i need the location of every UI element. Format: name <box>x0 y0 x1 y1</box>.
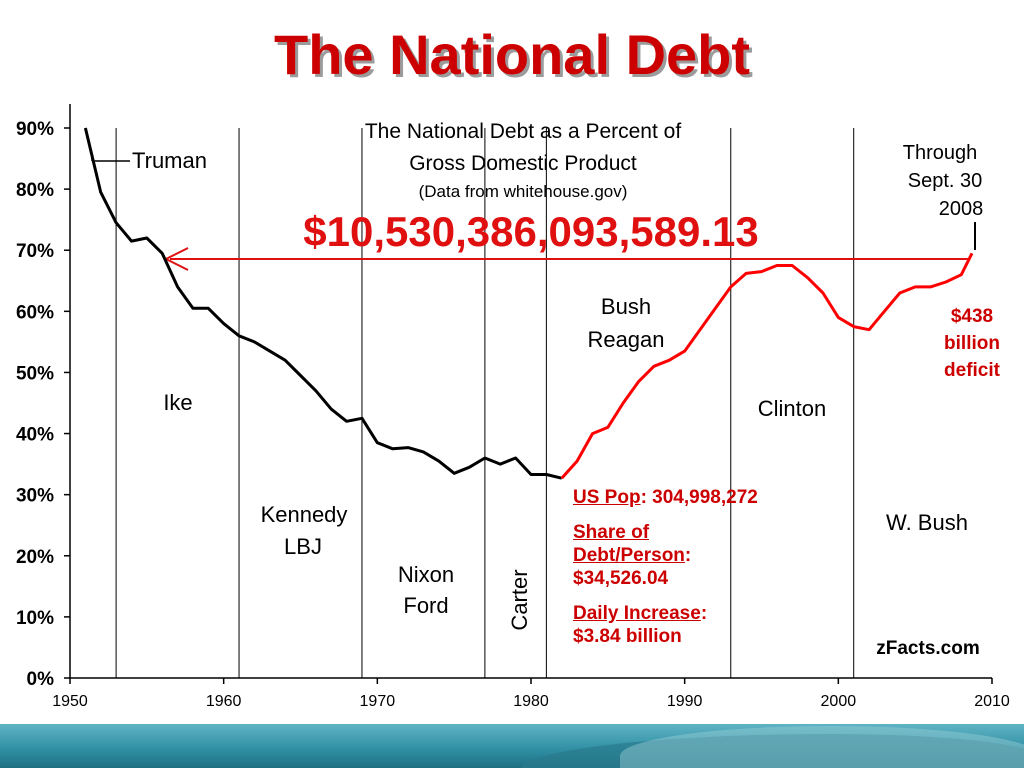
x-tick-labels: 1950 1960 1970 1980 1990 2000 2010 <box>52 678 1010 710</box>
president-label-lbj: LBJ <box>284 534 322 559</box>
through-label-1: Through <box>903 142 978 164</box>
x-tick-label: 1960 <box>206 693 242 710</box>
president-label-reagan: Reagan <box>587 327 664 352</box>
share-label-2: Debt/Person <box>573 545 685 566</box>
x-tick-label: 1990 <box>667 693 703 710</box>
debt-info-box: US Pop: 304,998,272 Share of Debt/Person… <box>573 486 863 660</box>
through-label-3: 2008 <box>939 198 984 220</box>
daily-label: Daily Increase <box>573 603 701 624</box>
x-tick-label: 1980 <box>513 693 549 710</box>
y-tick-label: 50% <box>16 363 54 384</box>
y-tick-label: 30% <box>16 486 54 507</box>
president-label-truman: Truman <box>132 148 207 173</box>
president-label-kennedy: Kennedy <box>261 502 348 527</box>
y-tick-label: 10% <box>16 608 54 629</box>
series-layer <box>83 127 974 480</box>
footer-wave-highlight <box>620 726 1024 768</box>
slide-title: The National Debt <box>273 23 751 86</box>
x-tick-label: 2010 <box>974 693 1010 710</box>
chart-frame: 0% 10% 20% 30% 40% 50% 60% 70% 80% 90% 1950 1960 19… <box>0 104 1020 724</box>
daily-value: $3.84 billion <box>573 626 682 647</box>
share-label-1: Share of <box>573 522 650 543</box>
headline-debt-figure: $10,530,386,093,589.13 <box>303 208 758 255</box>
y-tick-label: 0% <box>27 669 55 690</box>
y-tick-label: 70% <box>16 241 54 262</box>
y-tick-label: 60% <box>16 302 54 323</box>
president-label-clinton: Clinton <box>758 396 826 421</box>
chart-subtitle: (Data from whitehouse.gov) <box>419 182 628 201</box>
deficit-label-2: billion <box>944 333 1000 354</box>
president-label-ike: Ike <box>163 390 192 415</box>
chart-title-line1: The National Debt as a Percent of <box>365 120 682 143</box>
source-label: zFacts.com <box>876 638 979 659</box>
pop-label: US Pop <box>573 487 641 508</box>
pop-row: US Pop: 304,998,272 <box>573 486 863 509</box>
y-tick-label: 90% <box>16 119 54 140</box>
series-line-1 <box>560 252 974 480</box>
y-tick-labels: 0% 10% 20% 30% 40% 50% 60% 70% 80% 90% <box>16 119 70 690</box>
through-label-2: Sept. 30 <box>908 170 983 192</box>
footer-band <box>0 724 1024 768</box>
y-tick-label: 20% <box>16 547 54 568</box>
share-row: Share of Debt/Person: $34,526.04 <box>573 521 863 590</box>
chart-title-line2: Gross Domestic Product <box>409 152 637 175</box>
president-label-bush: Bush <box>601 294 651 319</box>
share-value: $34,526.04 <box>573 568 669 589</box>
series-line-0 <box>83 127 563 480</box>
president-label-ford: Ford <box>403 593 448 618</box>
debt-chart: 0%10%20%30%40%50%60%70%80%90% 1950 1960 19… <box>16 104 1010 710</box>
x-tick-label: 2000 <box>821 693 857 710</box>
y-tick-label: 80% <box>16 180 54 201</box>
president-label-w-bush: W. Bush <box>886 510 968 535</box>
president-dividers <box>115 128 855 678</box>
deficit-label-1: $438 <box>951 306 993 327</box>
president-label-carter: Carter <box>507 569 532 630</box>
y-tick-label: 40% <box>16 425 54 446</box>
x-tick-label: 1950 <box>52 693 88 710</box>
deficit-label-3: deficit <box>944 360 1001 381</box>
daily-row: Daily Increase: $3.84 billion <box>573 602 863 648</box>
x-tick-label: 1970 <box>360 693 396 710</box>
pop-value: : 304,998,272 <box>640 487 758 508</box>
president-label-nixon: Nixon <box>398 562 454 587</box>
